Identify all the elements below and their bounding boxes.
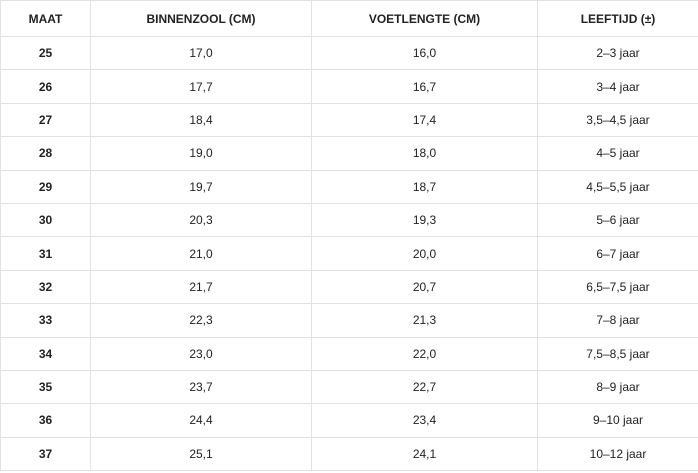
table-cell: 28 [0, 136, 91, 171]
header-row: MAAT BINNENZOOL (CM) VOETLENGTE (CM) LEEFTI… [0, 0, 698, 37]
table-cell: 21,3 [311, 303, 538, 338]
table-cell: 32 [0, 269, 91, 305]
table-cell: 23,7 [90, 369, 312, 405]
table-row: 34 23,0 22,0 7,5–8,5 jaar [0, 336, 698, 371]
table-row: 26 17,7 16,7 3–4 jaar [0, 69, 698, 104]
table-row: 35 23,7 22,7 8–9 jaar [0, 369, 698, 405]
table-cell: 36 [0, 403, 91, 438]
table-cell: 30 [0, 202, 91, 238]
table-row: 32 21,7 20,7 6,5–7,5 jaar [0, 269, 698, 305]
table-cell: 8–9 jaar [537, 369, 698, 405]
table-cell: 20,3 [90, 202, 312, 238]
table-cell: 19,3 [311, 202, 538, 238]
table-cell: 17,7 [90, 69, 312, 104]
table-cell: 23,0 [90, 336, 312, 371]
header-cell: MAAT [0, 0, 91, 37]
table-cell: 7,5–8,5 jaar [537, 336, 698, 371]
table-cell: 4–5 jaar [537, 136, 698, 171]
table-cell: 22,7 [311, 369, 538, 405]
table-cell: 22,3 [90, 303, 312, 338]
table-cell: 20,7 [311, 269, 538, 305]
table-cell: 24,4 [90, 403, 312, 438]
table-cell: 3–4 jaar [537, 69, 698, 104]
table-row: 29 19,7 18,7 4,5–5,5 jaar [0, 169, 698, 204]
table-cell: 5–6 jaar [537, 202, 698, 238]
table-cell: 20,0 [311, 236, 538, 271]
header-cell: BINNENZOOL (CM) [90, 0, 312, 37]
table-cell: 3,5–4,5 jaar [537, 102, 698, 138]
table-cell: 23,4 [311, 403, 538, 438]
table-cell: 24,1 [311, 436, 538, 472]
table-cell: 9–10 jaar [537, 403, 698, 438]
table-cell: 26 [0, 69, 91, 104]
table-cell: 17,0 [90, 35, 312, 71]
table-cell: 21,7 [90, 269, 312, 305]
table-cell: 18,0 [311, 136, 538, 171]
table-cell: 4,5–5,5 jaar [537, 169, 698, 204]
table-cell: 6–7 jaar [537, 236, 698, 271]
table-cell: 16,0 [311, 35, 538, 71]
table-row: 30 20,3 19,3 5–6 jaar [0, 202, 698, 238]
table-cell: 25,1 [90, 436, 312, 472]
table-cell: 21,0 [90, 236, 312, 271]
table-cell: 6,5–7,5 jaar [537, 269, 698, 305]
table-row: 31 21,0 20,0 6–7 jaar [0, 236, 698, 271]
table-cell: 19,0 [90, 136, 312, 171]
table-cell: 35 [0, 369, 91, 405]
table-cell: 16,7 [311, 69, 538, 104]
table-cell: 31 [0, 236, 91, 271]
table-cell: 10–12 jaar [537, 436, 698, 472]
header-cell: LEEFTIJD (±) [537, 0, 698, 37]
table-cell: 29 [0, 169, 91, 204]
table-cell: 27 [0, 102, 91, 138]
table-cell: 22,0 [311, 336, 538, 371]
table-cell: 18,7 [311, 169, 538, 204]
table-cell: 25 [0, 35, 91, 71]
table-cell: 19,7 [90, 169, 312, 204]
table-row: 33 22,3 21,3 7–8 jaar [0, 303, 698, 338]
table-cell: 33 [0, 303, 91, 338]
header-cell: VOETLENGTE (CM) [311, 0, 538, 37]
table-row: 27 18,4 17,4 3,5–4,5 jaar [0, 102, 698, 138]
table-row: 36 24,4 23,4 9–10 jaar [0, 403, 698, 438]
table-row: 25 17,0 16,0 2–3 jaar [0, 35, 698, 71]
table-cell: 2–3 jaar [537, 35, 698, 71]
table-cell: 34 [0, 336, 91, 371]
table-cell: 37 [0, 436, 91, 472]
table-cell: 7–8 jaar [537, 303, 698, 338]
table-body: 25 17,0 16,0 2–3 jaar 26 17,7 16,7 3–4 jaar 27 18… [0, 35, 698, 472]
table-row: 28 19,0 18,0 4–5 jaar [0, 136, 698, 171]
table-row: 37 25,1 24,1 10–12 jaar [0, 436, 698, 472]
table-cell: 17,4 [311, 102, 538, 138]
table-cell: 18,4 [90, 102, 312, 138]
